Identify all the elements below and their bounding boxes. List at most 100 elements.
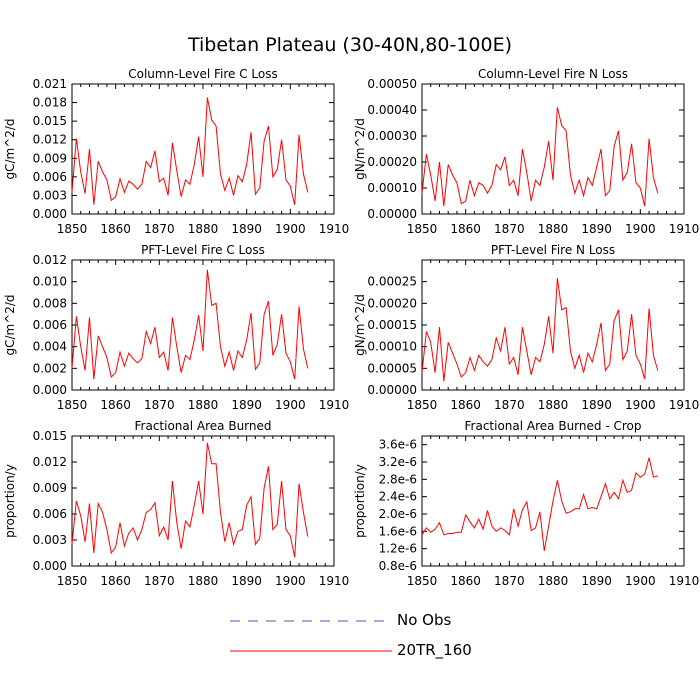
x-tick-label: 1880 bbox=[538, 398, 569, 412]
figure-title: Tibetan Plateau (30-40N,80-100E) bbox=[187, 34, 513, 56]
y-tick-label: 0.8e-6 bbox=[379, 559, 417, 573]
y-tick-label: 2.8e-6 bbox=[379, 472, 417, 486]
x-tick-label: 1850 bbox=[407, 398, 438, 412]
panel-title: Column-Level Fire N Loss bbox=[478, 67, 628, 81]
x-tick-label: 1850 bbox=[57, 398, 88, 412]
x-tick-label: 1860 bbox=[450, 574, 481, 588]
legend-label-no-obs: No Obs bbox=[397, 611, 452, 629]
x-tick-label: 1890 bbox=[231, 574, 262, 588]
x-tick-label: 1890 bbox=[581, 222, 612, 236]
y-axis-label: gC/m^2/d bbox=[3, 118, 17, 179]
y-axis-label: proportion/y bbox=[353, 464, 367, 538]
y-tick-label: 0.021 bbox=[33, 77, 67, 91]
y-tick-label: 0.00005 bbox=[367, 361, 417, 375]
y-tick-label: 0.00015 bbox=[367, 318, 417, 332]
y-tick-label: 0.000 bbox=[33, 383, 67, 397]
x-tick-label: 1910 bbox=[319, 398, 350, 412]
series-line-20tr-160 bbox=[421, 457, 658, 551]
x-tick-label: 1870 bbox=[494, 398, 525, 412]
x-tick-label: 1910 bbox=[319, 222, 350, 236]
plot-frame bbox=[421, 259, 685, 391]
y-axis-label: gC/m^2/d bbox=[3, 294, 17, 355]
y-tick-label: 0.00040 bbox=[367, 103, 417, 117]
y-tick-label: 0.015 bbox=[33, 114, 67, 128]
y-tick-label: 0.00020 bbox=[367, 296, 417, 310]
x-tick-label: 1860 bbox=[100, 222, 131, 236]
x-tick-label: 1890 bbox=[231, 222, 262, 236]
y-tick-label: 0.012 bbox=[33, 455, 67, 469]
x-tick-label: 1890 bbox=[581, 574, 612, 588]
x-tick-label: 1860 bbox=[450, 398, 481, 412]
y-tick-label: 0.000 bbox=[33, 207, 67, 221]
y-tick-label: 0.004 bbox=[33, 340, 67, 354]
x-tick-label: 1850 bbox=[407, 574, 438, 588]
y-tick-label: 3.2e-6 bbox=[379, 455, 417, 469]
x-tick-label: 1890 bbox=[231, 398, 262, 412]
x-tick-label: 1900 bbox=[625, 574, 656, 588]
x-tick-label: 1900 bbox=[275, 222, 306, 236]
legend-label-20tr-160: 20TR_160 bbox=[397, 641, 472, 659]
series-line-20tr-160 bbox=[421, 107, 659, 207]
x-tick-label: 1860 bbox=[100, 574, 131, 588]
y-tick-label: 0.00010 bbox=[367, 340, 417, 354]
y-tick-label: 0.012 bbox=[33, 253, 67, 267]
x-tick-label: 1910 bbox=[669, 574, 700, 588]
x-tick-label: 1900 bbox=[275, 398, 306, 412]
plot-frame bbox=[71, 83, 335, 215]
y-tick-label: 0.006 bbox=[33, 170, 67, 184]
series-line-20tr-160 bbox=[71, 269, 309, 380]
panel-title: Column-Level Fire C Loss bbox=[128, 67, 278, 81]
panel-title: PFT-Level Fire C Loss bbox=[141, 243, 265, 257]
y-tick-label: 0.018 bbox=[33, 96, 67, 110]
x-tick-label: 1910 bbox=[669, 398, 700, 412]
x-tick-label: 1850 bbox=[57, 574, 88, 588]
y-tick-label: 0.015 bbox=[33, 429, 67, 443]
y-tick-label: 0.00000 bbox=[367, 383, 417, 397]
panel-title: PFT-Level Fire N Loss bbox=[491, 243, 615, 257]
x-tick-label: 1880 bbox=[188, 222, 219, 236]
x-tick-label: 1870 bbox=[144, 574, 175, 588]
y-tick-label: 0.00025 bbox=[367, 275, 417, 289]
x-tick-label: 1860 bbox=[100, 398, 131, 412]
y-tick-label: 2.4e-6 bbox=[379, 490, 417, 504]
x-tick-label: 1880 bbox=[188, 398, 219, 412]
panel-6: Fractional Area Burned - Crop proportion/… bbox=[353, 419, 699, 588]
y-tick-label: 0.009 bbox=[33, 151, 67, 165]
y-tick-label: 0.00020 bbox=[367, 155, 417, 169]
x-tick-label: 1900 bbox=[625, 398, 656, 412]
panel-title: Fractional Area Burned - Crop bbox=[465, 419, 642, 433]
x-tick-label: 1880 bbox=[188, 574, 219, 588]
y-tick-label: 0.00000 bbox=[367, 207, 417, 221]
panel-3: PFT-Level Fire C Loss gC/m^2/d 1850 1860 187… bbox=[3, 243, 349, 412]
y-tick-label: 0.010 bbox=[33, 275, 67, 289]
y-tick-label: 1.2e-6 bbox=[379, 542, 417, 556]
y-tick-label: 0.00010 bbox=[367, 181, 417, 195]
y-tick-label: 0.002 bbox=[33, 361, 67, 375]
panel-2: Column-Level Fire N Loss gN/m^2/d 1850 1860… bbox=[353, 67, 699, 236]
x-tick-label: 1880 bbox=[538, 222, 569, 236]
panel-1: Column-Level Fire C Loss gC/m^2/d 1850 1860… bbox=[3, 67, 349, 236]
x-tick-label: 1880 bbox=[538, 574, 569, 588]
y-axis-label: proportion/y bbox=[3, 464, 17, 538]
x-tick-label: 1870 bbox=[494, 222, 525, 236]
y-tick-label: 0.000 bbox=[33, 559, 67, 573]
plot-frame bbox=[71, 435, 335, 567]
y-tick-label: 0.003 bbox=[33, 188, 67, 202]
y-tick-label: 0.006 bbox=[33, 507, 67, 521]
x-tick-label: 1890 bbox=[581, 398, 612, 412]
y-tick-label: 0.012 bbox=[33, 133, 67, 147]
x-tick-label: 1910 bbox=[669, 222, 700, 236]
x-tick-label: 1870 bbox=[144, 222, 175, 236]
series-line-20tr-160 bbox=[71, 97, 309, 205]
panel-4: PFT-Level Fire N Loss gN/m^2/d 1850 1860 187… bbox=[353, 243, 699, 412]
y-tick-label: 0.00030 bbox=[367, 129, 417, 143]
plot-frame bbox=[71, 259, 335, 391]
y-tick-label: 2.0e-6 bbox=[379, 507, 417, 521]
y-tick-label: 1.6e-6 bbox=[379, 524, 417, 538]
y-axis-label: gN/m^2/d bbox=[353, 118, 367, 180]
series-line-20tr-160 bbox=[71, 442, 309, 558]
panel-title: Fractional Area Burned bbox=[135, 419, 272, 433]
y-tick-label: 0.008 bbox=[33, 296, 67, 310]
x-tick-label: 1860 bbox=[450, 222, 481, 236]
